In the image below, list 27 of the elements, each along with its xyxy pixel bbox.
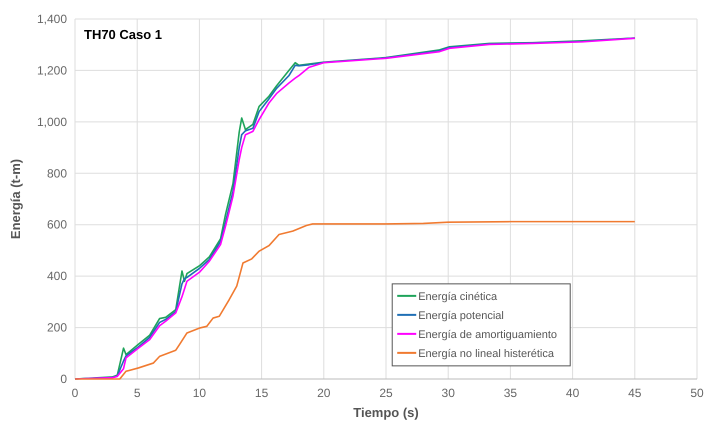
x-tick-label: 20 xyxy=(317,386,331,400)
legend-label: Energía potencial xyxy=(418,310,504,322)
y-tick-label: 200 xyxy=(46,320,68,335)
legend-label: Energía de amortiguamiento xyxy=(418,328,558,341)
y-tick-label: 600 xyxy=(46,218,68,232)
x-tick-label: 40 xyxy=(566,386,580,400)
x-tick-label: 5 xyxy=(134,386,141,400)
y-axis-title: Energía (t-m) xyxy=(8,158,23,240)
legend-label: Energía no lineal histerética xyxy=(418,348,555,360)
legend-label: Energía cinética xyxy=(418,290,498,303)
x-tick-label: 50 xyxy=(690,386,704,400)
x-tick-label: 10 xyxy=(192,386,206,400)
y-tick-label: 1,000 xyxy=(36,114,68,129)
y-tick-label: 800 xyxy=(46,166,68,180)
y-tick-label: 400 xyxy=(46,269,68,284)
x-tick-label: 0 xyxy=(72,386,79,400)
x-tick-label: 15 xyxy=(254,386,269,400)
x-tick-label: 25 xyxy=(379,386,393,400)
y-tick-label: 1,200 xyxy=(36,63,68,78)
x-axis-title: Tiempo (s) xyxy=(353,405,419,420)
y-tick-label: 0 xyxy=(60,372,68,386)
line-series xyxy=(74,220,636,380)
x-tick-label: 45 xyxy=(628,386,642,400)
y-tick-label: 1,400 xyxy=(36,12,68,26)
text: TH70 Caso 1 xyxy=(84,27,162,42)
x-tick-label: 35 xyxy=(504,386,518,400)
x-tick-label: 30 xyxy=(442,386,456,400)
